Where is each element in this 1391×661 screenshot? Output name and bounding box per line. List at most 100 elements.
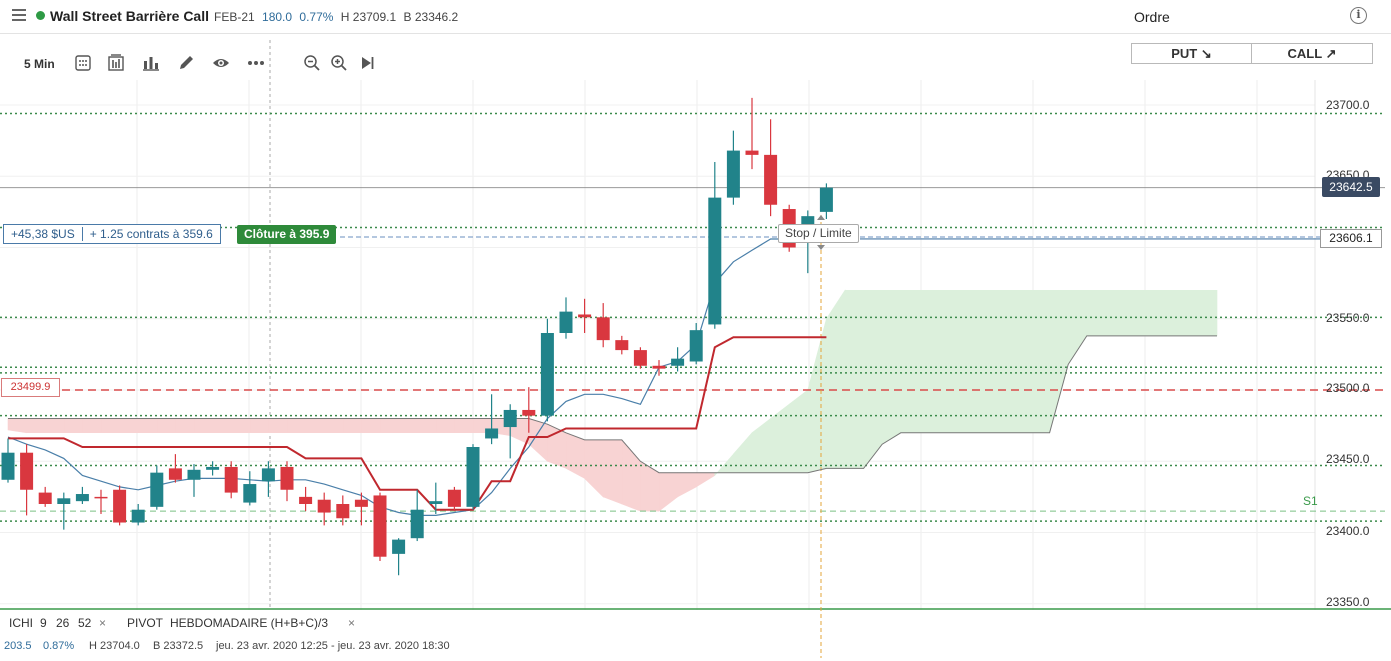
current-price-tag: 23642.5 (1322, 177, 1380, 197)
footer-change: 203.5 (4, 640, 32, 652)
kumo-cloud-segment (416, 418, 437, 434)
zoom-out-icon[interactable] (302, 53, 322, 73)
instrument-title: Wall Street Barrière Call (50, 8, 209, 24)
eye-icon[interactable] (211, 53, 231, 73)
indicator-legend: ICHI 9 26 52 × PIVOT HEBDOMADAIRE (H+B+C… (0, 615, 600, 633)
kumo-cloud-segment (900, 289, 920, 434)
candle-body (485, 428, 499, 439)
kumo-cloud-segment (1049, 289, 1069, 433)
kumo-cloud-segment (305, 418, 325, 434)
kumo-cloud-segment (454, 418, 474, 434)
candle-body (57, 498, 71, 504)
candle-body (559, 311, 573, 333)
more-dots-icon[interactable] (246, 53, 266, 73)
kumo-cloud-segment (398, 418, 418, 434)
kumo-cloud-segment (472, 418, 492, 434)
position-contracts: + 1.25 contrats à 359.6 (89, 227, 213, 241)
kumo-cloud-segment (751, 417, 771, 473)
kumo-cloud-segment (1142, 289, 1162, 337)
pivot-label: PIVOT (127, 616, 164, 630)
candle-body (708, 197, 722, 325)
candle-body (317, 499, 331, 513)
timeframe-selector[interactable]: 5 Min (24, 57, 55, 71)
kumo-cloud-segment (7, 418, 27, 434)
candle-body (187, 469, 201, 480)
candle-body (540, 333, 554, 416)
play-forward-icon[interactable] (357, 53, 377, 73)
close-position-button[interactable]: Clôture à 395.9 (237, 225, 337, 244)
pivot-s1-label: S1 (1303, 494, 1318, 508)
remove-ichimoku-close-icon[interactable]: × (99, 616, 107, 630)
info-icon[interactable]: i (1350, 7, 1367, 24)
kumo-cloud-segment (379, 418, 399, 434)
candle-body (764, 154, 778, 205)
remove-pivot-close-icon[interactable]: × (348, 616, 356, 630)
kumo-cloud-segment (1105, 289, 1125, 337)
kumo-cloud-segment (658, 472, 678, 512)
zoom-in-icon[interactable] (329, 53, 349, 73)
position-info-box[interactable]: +45,38 $US + 1.25 contrats à 359.6 (3, 224, 221, 244)
kumo-cloud-segment (1123, 289, 1143, 337)
kumo-cloud-segment (695, 472, 716, 488)
candle-body (280, 466, 294, 490)
kumo-cloud-segment (1160, 289, 1181, 337)
kumo-cloud-segment (175, 418, 195, 434)
kumo-cloud-segment (733, 431, 753, 473)
kumo-cloud-segment (137, 418, 158, 434)
kumo-cloud-segment (621, 439, 641, 512)
order-panel-title: Ordre (1134, 9, 1170, 25)
price-axis-label: 23550.0 (1326, 311, 1370, 325)
kumo-cloud-segment (937, 289, 957, 434)
kumo-cloud-segment (44, 418, 65, 434)
price-alert-label[interactable]: 23499.9 (1, 378, 60, 397)
change-percent: 0.77% (299, 10, 334, 24)
kumo-cloud-segment (193, 418, 213, 434)
kumo-cloud-segment (119, 418, 139, 434)
pencil-draw-icon[interactable] (176, 53, 196, 73)
kumo-cloud-segment (63, 418, 83, 434)
price-axis-label: 23450.0 (1326, 452, 1370, 466)
position-separator (81, 227, 83, 241)
kumo-cloud-segment (640, 460, 660, 512)
candle-body (466, 447, 480, 507)
put-button[interactable]: PUT ↘ (1131, 43, 1252, 64)
tenkan-sen-line (7, 238, 827, 516)
drag-up-arrow-icon (817, 215, 825, 220)
candle-body (522, 409, 536, 416)
candle-body (243, 484, 257, 503)
calendar-grid-icon[interactable] (73, 53, 93, 73)
bid-value: B 23346.2 (403, 10, 459, 24)
candles-type-icon[interactable] (106, 53, 126, 73)
kumo-cloud-segment (677, 472, 697, 498)
order-price-tag: 23606.1 (1320, 229, 1382, 248)
market-status-dot-icon (36, 11, 45, 20)
candle-body (745, 150, 759, 155)
kumo-cloud-segment (1012, 289, 1032, 434)
hamburger-menu-icon[interactable] (12, 9, 26, 23)
kumo-cloud-segment (1030, 289, 1050, 434)
ichimoku-param: 52 (78, 616, 92, 630)
ichimoku-param: 9 (40, 616, 47, 630)
kumo-cloud-segment (286, 418, 306, 434)
kumo-cloud-segment (156, 418, 176, 434)
candle-body (410, 509, 424, 539)
candle-body (1, 452, 15, 480)
call-button[interactable]: CALL ↗ (1251, 43, 1373, 64)
kumo-cloud-segment (788, 389, 809, 473)
high-value: H 23709.1 (340, 10, 397, 24)
price-axis-label: 23350.0 (1326, 595, 1370, 609)
footer-date-range: jeu. 23 avr. 2020 12:25 - jeu. 23 avr. 2… (216, 640, 450, 652)
kumo-cloud-segment (919, 289, 939, 434)
kumo-cloud-segment (714, 453, 734, 477)
bar-chart-icon[interactable] (141, 53, 161, 73)
candle-body (354, 499, 368, 507)
kumo-cloud-segment (268, 418, 288, 434)
candle-body (726, 150, 740, 198)
kumo-cloud-segment (1179, 289, 1199, 337)
kumo-cloud-segment (509, 418, 530, 445)
kumo-cloud-segment (230, 418, 251, 434)
kumo-cloud-segment (881, 289, 902, 445)
candle-body (819, 187, 833, 212)
stop-limit-button[interactable]: Stop / Limite (778, 224, 859, 243)
